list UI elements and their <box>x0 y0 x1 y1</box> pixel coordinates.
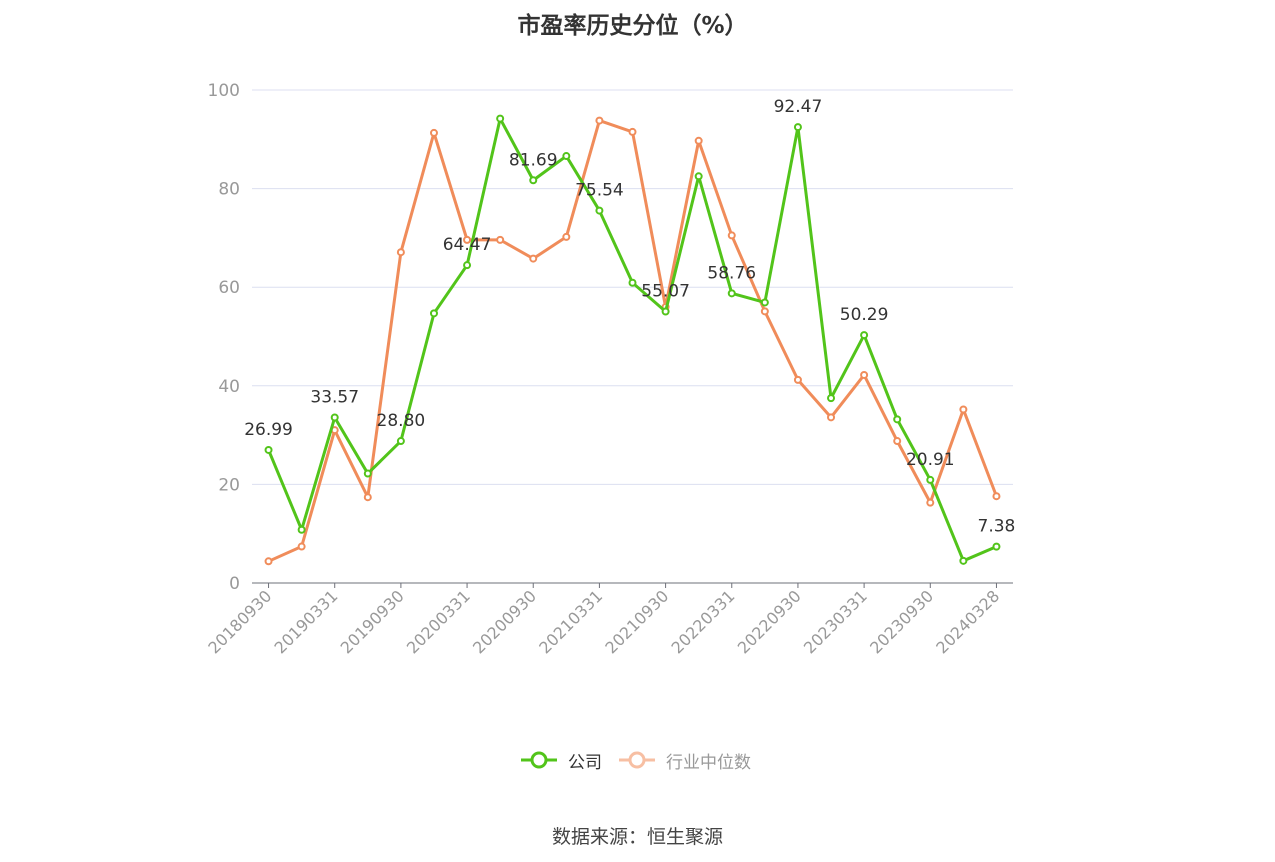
data-label: 50.29 <box>840 305 889 325</box>
series-line-company <box>267 117 998 563</box>
data-point-industry[interactable] <box>463 235 472 244</box>
data-label: 75.54 <box>575 181 624 201</box>
data-label: 92.47 <box>774 97 823 117</box>
legend-label-industry: 行业中位数 <box>666 752 751 773</box>
data-point-industry[interactable] <box>264 557 273 566</box>
data-point-company[interactable] <box>959 556 968 565</box>
y-tick-label: 60 <box>218 278 240 298</box>
source-note: 数据来源：恒生聚源 <box>551 826 723 848</box>
legend-item-company[interactable]: 公司 <box>520 746 602 774</box>
legend-label-company: 公司 <box>568 752 602 773</box>
x-tick-label: 20240328 <box>932 586 1003 657</box>
data-point-company[interactable] <box>727 289 736 298</box>
data-point-company[interactable] <box>595 206 604 215</box>
series-lines <box>264 114 1001 566</box>
data-point-company[interactable] <box>396 437 405 446</box>
data-point-company[interactable] <box>926 475 935 484</box>
data-label: 26.99 <box>244 420 293 440</box>
data-point-industry[interactable] <box>595 116 604 125</box>
data-label: 55.07 <box>641 282 690 302</box>
x-tick-label: 20180930 <box>204 586 275 657</box>
data-point-industry[interactable] <box>562 232 571 241</box>
data-point-industry[interactable] <box>529 254 538 263</box>
y-tick-label: 80 <box>218 180 240 200</box>
data-point-industry[interactable] <box>793 375 802 384</box>
data-label: 58.76 <box>707 263 756 283</box>
data-label: 33.57 <box>310 387 359 407</box>
data-label: 28.80 <box>377 411 426 431</box>
data-point-company[interactable] <box>529 176 538 185</box>
data-label: 81.69 <box>509 150 558 170</box>
data-point-company[interactable] <box>264 445 273 454</box>
legend-company-icon <box>521 751 557 769</box>
x-tick-label: 20210331 <box>535 586 606 657</box>
legend-industry-icon <box>619 751 655 769</box>
data-point-industry[interactable] <box>363 493 372 502</box>
x-tick-label: 20190331 <box>271 586 342 657</box>
data-point-company[interactable] <box>628 278 637 287</box>
data-point-company[interactable] <box>330 413 339 422</box>
x-tick-label: 20220930 <box>734 586 805 657</box>
data-point-industry[interactable] <box>396 248 405 257</box>
x-tick-label: 20210930 <box>601 586 672 657</box>
x-tick-label: 20190930 <box>337 586 408 657</box>
data-point-industry[interactable] <box>860 370 869 379</box>
data-point-company[interactable] <box>363 469 372 478</box>
data-labels: 26.99 33.57 28.80 64.47 81.69 75.54 55.07 58.76… <box>244 97 1015 536</box>
chart-title: 市盈率历史分位（%） <box>517 13 748 39</box>
data-point-industry[interactable] <box>959 405 968 414</box>
data-point-industry[interactable] <box>827 413 836 422</box>
data-point-industry[interactable] <box>760 307 769 316</box>
axes: 0204060801002018093020190331201909302020… <box>204 81 1013 657</box>
y-tick-label: 100 <box>208 81 240 101</box>
x-tick-label: 20220331 <box>668 586 739 657</box>
data-point-company[interactable] <box>562 152 571 161</box>
data-point-industry[interactable] <box>727 231 736 240</box>
data-point-industry[interactable] <box>297 542 306 551</box>
y-tick-label: 20 <box>218 475 240 495</box>
y-tick-label: 40 <box>218 377 240 397</box>
data-point-industry[interactable] <box>496 235 505 244</box>
y-tick-label: 0 <box>229 574 240 594</box>
data-point-company[interactable] <box>893 415 902 424</box>
legend-item-industry[interactable]: 行业中位数 <box>618 746 751 774</box>
x-tick-label: 20200331 <box>403 586 474 657</box>
data-point-industry[interactable] <box>429 128 438 137</box>
data-point-industry[interactable] <box>926 498 935 507</box>
data-point-industry[interactable] <box>992 492 1001 501</box>
x-tick-label: 20200930 <box>469 586 540 657</box>
legend: 公司 行业中位数 <box>0 746 1275 774</box>
data-point-company[interactable] <box>661 307 670 316</box>
data-label: 7.38 <box>978 517 1016 537</box>
grid-lines <box>252 89 1013 485</box>
x-tick-label: 20230930 <box>866 586 937 657</box>
series-line-industry <box>267 119 998 563</box>
x-tick-label: 20230331 <box>800 586 871 657</box>
data-point-company[interactable] <box>694 172 703 181</box>
data-point-company[interactable] <box>827 394 836 403</box>
data-point-company[interactable] <box>760 298 769 307</box>
data-point-company[interactable] <box>860 331 869 340</box>
data-label: 20.91 <box>906 450 955 470</box>
data-point-company[interactable] <box>496 114 505 123</box>
data-label: 64.47 <box>443 235 492 255</box>
data-point-industry[interactable] <box>694 136 703 145</box>
data-point-company[interactable] <box>429 309 438 318</box>
data-point-company[interactable] <box>463 261 472 270</box>
data-point-industry[interactable] <box>893 437 902 446</box>
data-point-company[interactable] <box>793 123 802 132</box>
data-point-company[interactable] <box>297 525 306 534</box>
data-point-company[interactable] <box>992 542 1001 551</box>
data-point-industry[interactable] <box>628 127 637 136</box>
